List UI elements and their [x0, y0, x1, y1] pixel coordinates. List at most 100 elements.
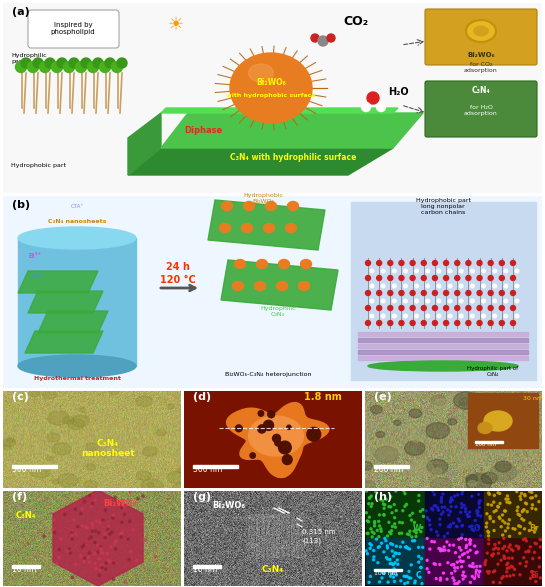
- Circle shape: [384, 504, 386, 506]
- Circle shape: [461, 537, 462, 539]
- Polygon shape: [161, 113, 423, 148]
- Circle shape: [521, 518, 523, 519]
- Circle shape: [87, 556, 89, 559]
- Ellipse shape: [241, 224, 252, 232]
- Circle shape: [438, 548, 440, 549]
- Circle shape: [488, 291, 493, 295]
- Circle shape: [369, 497, 371, 499]
- Circle shape: [415, 535, 417, 537]
- Circle shape: [411, 536, 413, 538]
- Circle shape: [398, 532, 401, 534]
- Circle shape: [129, 520, 131, 522]
- Circle shape: [76, 62, 87, 73]
- Circle shape: [377, 546, 379, 548]
- Circle shape: [426, 299, 429, 303]
- Circle shape: [391, 529, 392, 532]
- Circle shape: [505, 498, 507, 500]
- Ellipse shape: [300, 259, 312, 268]
- Ellipse shape: [47, 433, 60, 441]
- Circle shape: [407, 547, 409, 549]
- Circle shape: [426, 559, 428, 561]
- Circle shape: [388, 521, 390, 524]
- Bar: [366, 538, 424, 584]
- Circle shape: [477, 291, 482, 295]
- Circle shape: [385, 539, 387, 542]
- Circle shape: [441, 506, 443, 508]
- Circle shape: [460, 549, 462, 551]
- Circle shape: [518, 548, 519, 549]
- Circle shape: [137, 498, 140, 500]
- Circle shape: [383, 514, 385, 516]
- Circle shape: [515, 299, 519, 303]
- Circle shape: [498, 542, 500, 544]
- Circle shape: [43, 535, 45, 537]
- Circle shape: [476, 565, 477, 568]
- Circle shape: [112, 562, 114, 564]
- Circle shape: [488, 305, 493, 311]
- Text: Bi₂WO₆: Bi₂WO₆: [212, 501, 245, 510]
- Circle shape: [27, 542, 29, 545]
- Circle shape: [538, 566, 540, 568]
- Circle shape: [390, 533, 392, 535]
- Circle shape: [513, 568, 516, 571]
- Circle shape: [383, 570, 385, 572]
- Circle shape: [365, 490, 367, 492]
- Bar: [425, 491, 483, 537]
- Circle shape: [83, 561, 85, 563]
- Circle shape: [258, 411, 264, 416]
- Circle shape: [505, 510, 506, 512]
- Circle shape: [446, 532, 449, 534]
- Circle shape: [370, 314, 374, 318]
- Circle shape: [64, 62, 75, 73]
- Ellipse shape: [7, 438, 14, 443]
- Circle shape: [404, 546, 407, 548]
- Circle shape: [414, 582, 416, 584]
- Text: 100 nm: 100 nm: [475, 442, 496, 447]
- Ellipse shape: [484, 411, 512, 431]
- Circle shape: [501, 514, 504, 516]
- Circle shape: [74, 508, 76, 510]
- Circle shape: [427, 517, 428, 519]
- Circle shape: [130, 551, 132, 553]
- Circle shape: [379, 581, 380, 583]
- Circle shape: [385, 498, 387, 500]
- Circle shape: [493, 269, 496, 273]
- Text: Hydrophobic part
long nonpolar
carbon chains: Hydrophobic part long nonpolar carbon ch…: [415, 198, 470, 215]
- Circle shape: [383, 572, 384, 574]
- Circle shape: [371, 544, 372, 546]
- Circle shape: [108, 533, 111, 535]
- Circle shape: [510, 565, 512, 567]
- Circle shape: [377, 261, 382, 265]
- Circle shape: [461, 566, 463, 568]
- Circle shape: [519, 532, 521, 534]
- Circle shape: [486, 526, 487, 528]
- Text: (e): (e): [374, 392, 392, 402]
- Circle shape: [71, 538, 74, 540]
- FancyBboxPatch shape: [0, 193, 545, 391]
- Circle shape: [77, 525, 79, 528]
- Circle shape: [440, 550, 441, 552]
- Circle shape: [397, 564, 399, 565]
- Circle shape: [393, 555, 395, 557]
- Bar: [358, 350, 528, 354]
- Circle shape: [60, 538, 62, 541]
- Circle shape: [112, 578, 114, 581]
- Text: 30 nm: 30 nm: [523, 396, 543, 401]
- Circle shape: [370, 528, 372, 530]
- Circle shape: [467, 515, 469, 518]
- Circle shape: [68, 548, 70, 550]
- Ellipse shape: [431, 478, 452, 492]
- Text: CO₂: CO₂: [343, 15, 368, 28]
- Circle shape: [377, 275, 382, 281]
- Circle shape: [420, 531, 422, 532]
- Circle shape: [81, 58, 91, 68]
- Circle shape: [476, 510, 478, 512]
- Ellipse shape: [427, 463, 436, 470]
- Text: with hydrophobic surface: with hydrophobic surface: [226, 93, 316, 99]
- Circle shape: [516, 510, 518, 512]
- Circle shape: [393, 504, 395, 505]
- Text: Inspired by
phospholipid: Inspired by phospholipid: [51, 22, 95, 35]
- Circle shape: [99, 551, 102, 554]
- Circle shape: [439, 579, 441, 581]
- Circle shape: [459, 511, 462, 513]
